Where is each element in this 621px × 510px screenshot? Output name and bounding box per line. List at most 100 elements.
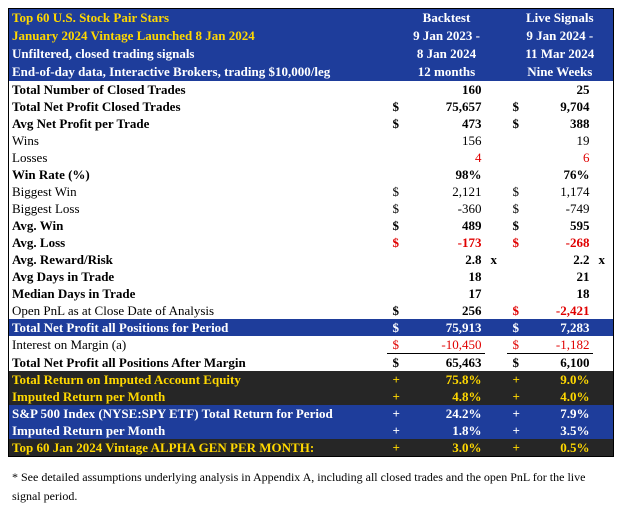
backtest-suffix [485,354,507,372]
live-sign: $ [512,201,520,216]
backtest-value: 18 [468,269,482,284]
live-value: 6,100 [560,355,590,370]
live-sign: + [506,388,531,405]
backtest-suffix [485,234,507,251]
backtest-sign: $ [392,218,400,233]
backtest-value: 4 [475,150,482,165]
header-title: Unfiltered, closed trading signals [8,45,387,63]
backtest-value: 2,121 [452,184,482,199]
backtest-suffix [485,285,507,302]
backtest-suffix [484,388,507,405]
table-row: Total Number of Closed Trades 160 25 [9,81,614,98]
table-row: Total Net Profit all Positions for Perio… [8,319,614,336]
live-value: 9.0% [530,371,593,388]
backtest-sign: $ [392,355,400,370]
header-title: January 2024 Vintage Launched 8 Jan 2024 [8,27,387,45]
backtest-value: 24.2% [412,405,485,422]
row-label: Imputed Return per Month [8,388,387,405]
backtest-value: -10,450 [412,336,485,354]
table-row: Avg. Win $489 $595 [9,217,614,234]
backtest-sign [387,285,413,302]
backtest-sign [387,81,413,98]
header-backtest: 9 Jan 2023 - [386,27,507,45]
live-sign [507,285,531,302]
live-sign: $ [512,116,520,131]
live-value: 3.5% [530,422,593,439]
live-sign: $ [512,303,520,318]
backtest-value: -173 [457,235,482,250]
table-row: S&P 500 Index (NYSE:SPY ETF) Total Retur… [8,405,614,422]
backtest-sign: $ [392,303,400,318]
backtest-sign [387,149,413,166]
live-suffix [592,422,614,439]
live-sign: $ [512,218,520,233]
table-body: Total Number of Closed Trades 160 25 Total … [8,81,614,457]
backtest-value: 156 [462,133,482,148]
backtest-value: 75.8% [412,371,485,388]
backtest-sign [387,251,413,268]
live-suffix [593,98,614,115]
backtest-value: 75,657 [445,99,482,114]
backtest-value: 75,913 [412,319,485,336]
row-label: Total Net Profit all Positions for Perio… [8,319,387,336]
live-value: 9,704 [560,99,590,114]
table-row: Total Net Profit Closed Trades $75,657 $9,… [9,98,614,115]
backtest-value: 489 [462,218,482,233]
row-label: Wins [12,133,39,148]
backtest-sign: $ [392,235,400,250]
live-suffix [593,217,614,234]
header-live: Live Signals [506,8,614,27]
header-row: End-of-day data, Interactive Brokers, tr… [8,63,614,81]
live-suffix [593,149,614,166]
backtest-suffix [485,115,507,132]
live-sign [507,166,531,183]
row-label: Total Return on Imputed Account Equity [8,371,387,388]
row-label: Open PnL as at Close Date of Analysis [12,303,215,318]
backtest-sign: + [386,422,413,439]
table-row: Avg. Reward/Risk 2.8 x 2.2 x [9,251,614,268]
table-row: Avg Days in Trade 18 21 [9,268,614,285]
backtest-value: 473 [462,116,482,131]
live-suffix [593,200,614,217]
backtest-value: 2.8 [465,252,482,267]
table-row: Losses 4 6 [9,149,614,166]
live-suffix [593,336,614,354]
live-sign: + [506,439,531,457]
row-label: Avg Net Profit per Trade [12,116,150,131]
backtest-suffix [484,422,507,439]
backtest-suffix [485,268,507,285]
backtest-suffix [485,200,507,217]
live-suffix [593,268,614,285]
live-value: 19 [576,133,590,148]
backtest-value: 65,463 [445,355,482,370]
live-sign [507,81,531,98]
backtest-value: 160 [462,82,482,97]
backtest-suffix [484,371,507,388]
backtest-sign: $ [392,184,400,199]
table-header: Top 60 U.S. Stock Pair Stars Backtest Live… [8,8,614,81]
backtest-value: 4.8% [412,388,485,405]
live-value: -1,182 [530,336,593,354]
backtest-sign: $ [386,319,413,336]
header-live: Nine Weeks [506,63,614,81]
live-suffix [592,319,614,336]
header-title: Top 60 U.S. Stock Pair Stars [8,8,387,27]
backtest-sign: + [386,405,413,422]
row-label: Avg. Reward/Risk [12,252,113,267]
live-sign: $ [506,336,531,354]
header-backtest: Backtest [386,8,507,27]
row-label: Win Rate (%) [12,167,90,182]
backtest-suffix [485,183,507,200]
backtest-suffix [485,81,507,98]
backtest-sign [387,132,413,149]
live-value: -749 [565,201,590,216]
live-sign: $ [512,99,520,114]
row-label: Top 60 Jan 2024 Vintage ALPHA GEN PER MO… [8,439,387,457]
backtest-suffix [485,98,507,115]
table-row: Total Net Profit all Positions After Mar… [9,354,614,372]
live-suffix [592,405,614,422]
table-row: Imputed Return per Month +1.8% +3.5% [8,422,614,439]
live-suffix [593,183,614,200]
footnote: * See detailed assumptions underlying an… [12,470,586,503]
